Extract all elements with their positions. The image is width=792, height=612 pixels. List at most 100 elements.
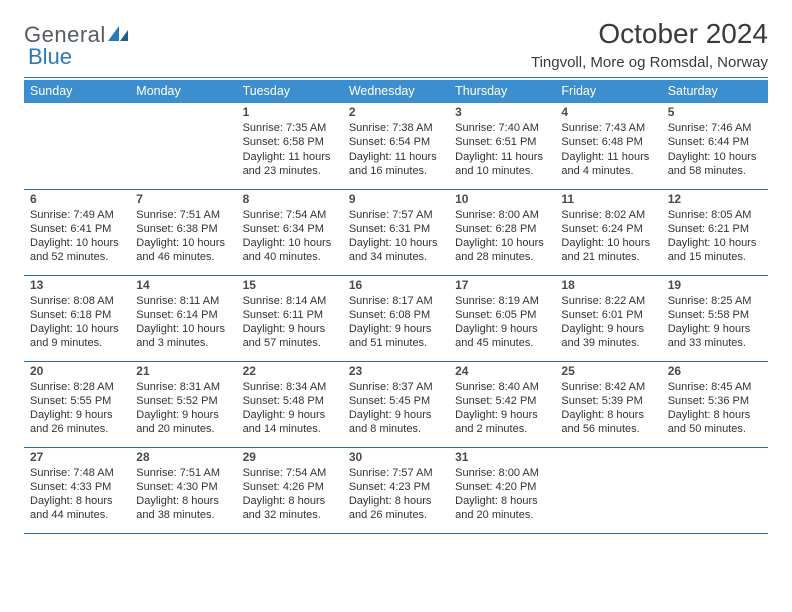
calendar-week: 13Sunrise: 8:08 AMSunset: 6:18 PMDayligh…	[24, 275, 768, 361]
calendar-cell	[24, 103, 130, 189]
day1-text: Daylight: 8 hours	[561, 408, 655, 422]
sunset-text: Sunset: 5:39 PM	[561, 394, 655, 408]
day2-text: and 4 minutes.	[561, 164, 655, 178]
day1-text: Daylight: 8 hours	[668, 408, 762, 422]
day-number: 10	[455, 192, 549, 207]
calendar-cell	[130, 103, 236, 189]
day2-text: and 34 minutes.	[349, 250, 443, 264]
calendar-cell: 9Sunrise: 7:57 AMSunset: 6:31 PMDaylight…	[343, 189, 449, 275]
day1-text: Daylight: 9 hours	[30, 408, 124, 422]
day1-text: Daylight: 11 hours	[243, 150, 337, 164]
sunrise-text: Sunrise: 8:25 AM	[668, 294, 762, 308]
calendar-head: SundayMondayTuesdayWednesdayThursdayFrid…	[24, 80, 768, 103]
calendar-cell: 20Sunrise: 8:28 AMSunset: 5:55 PMDayligh…	[24, 361, 130, 447]
calendar-cell	[662, 447, 768, 533]
day2-text: and 38 minutes.	[136, 508, 230, 522]
sunset-text: Sunset: 6:34 PM	[243, 222, 337, 236]
calendar-cell: 8Sunrise: 7:54 AMSunset: 6:34 PMDaylight…	[237, 189, 343, 275]
day1-text: Daylight: 10 hours	[136, 236, 230, 250]
sunset-text: Sunset: 6:51 PM	[455, 135, 549, 149]
sunrise-text: Sunrise: 7:49 AM	[30, 208, 124, 222]
day1-text: Daylight: 9 hours	[349, 408, 443, 422]
sunset-text: Sunset: 5:58 PM	[668, 308, 762, 322]
sunrise-text: Sunrise: 8:40 AM	[455, 380, 549, 394]
day-number: 8	[243, 192, 337, 207]
day2-text: and 10 minutes.	[455, 164, 549, 178]
sunrise-text: Sunrise: 8:00 AM	[455, 208, 549, 222]
day1-text: Daylight: 10 hours	[349, 236, 443, 250]
day1-text: Daylight: 9 hours	[668, 322, 762, 336]
calendar-cell: 14Sunrise: 8:11 AMSunset: 6:14 PMDayligh…	[130, 275, 236, 361]
sunrise-text: Sunrise: 8:14 AM	[243, 294, 337, 308]
day1-text: Daylight: 10 hours	[455, 236, 549, 250]
day1-text: Daylight: 8 hours	[30, 494, 124, 508]
day-number: 28	[136, 450, 230, 465]
calendar-cell: 28Sunrise: 7:51 AMSunset: 4:30 PMDayligh…	[130, 447, 236, 533]
sunset-text: Sunset: 4:23 PM	[349, 480, 443, 494]
weekday-header: Monday	[130, 80, 236, 103]
sunset-text: Sunset: 5:42 PM	[455, 394, 549, 408]
day2-text: and 51 minutes.	[349, 336, 443, 350]
day-number: 9	[349, 192, 443, 207]
sunrise-text: Sunrise: 7:35 AM	[243, 121, 337, 135]
sunrise-text: Sunrise: 7:57 AM	[349, 208, 443, 222]
sunset-text: Sunset: 5:45 PM	[349, 394, 443, 408]
sunrise-text: Sunrise: 7:57 AM	[349, 466, 443, 480]
sunrise-text: Sunrise: 7:38 AM	[349, 121, 443, 135]
sunset-text: Sunset: 6:01 PM	[561, 308, 655, 322]
sunset-text: Sunset: 6:21 PM	[668, 222, 762, 236]
day-number: 25	[561, 364, 655, 379]
weekday-header: Saturday	[662, 80, 768, 103]
sunset-text: Sunset: 6:08 PM	[349, 308, 443, 322]
calendar-cell: 23Sunrise: 8:37 AMSunset: 5:45 PMDayligh…	[343, 361, 449, 447]
location-subtitle: Tingvoll, More og Romsdal, Norway	[531, 54, 768, 71]
day-number: 24	[455, 364, 549, 379]
weekday-header: Friday	[555, 80, 661, 103]
day-number: 14	[136, 278, 230, 293]
calendar-table: SundayMondayTuesdayWednesdayThursdayFrid…	[24, 80, 768, 534]
sunrise-text: Sunrise: 8:08 AM	[30, 294, 124, 308]
day-number: 22	[243, 364, 337, 379]
day2-text: and 40 minutes.	[243, 250, 337, 264]
calendar-cell: 7Sunrise: 7:51 AMSunset: 6:38 PMDaylight…	[130, 189, 236, 275]
day1-text: Daylight: 10 hours	[243, 236, 337, 250]
day1-text: Daylight: 9 hours	[455, 408, 549, 422]
day1-text: Daylight: 8 hours	[455, 494, 549, 508]
sunset-text: Sunset: 6:58 PM	[243, 135, 337, 149]
day2-text: and 23 minutes.	[243, 164, 337, 178]
day2-text: and 45 minutes.	[455, 336, 549, 350]
day2-text: and 28 minutes.	[455, 250, 549, 264]
day2-text: and 46 minutes.	[136, 250, 230, 264]
day1-text: Daylight: 10 hours	[668, 150, 762, 164]
day2-text: and 15 minutes.	[668, 250, 762, 264]
day2-text: and 9 minutes.	[30, 336, 124, 350]
sunrise-text: Sunrise: 8:11 AM	[136, 294, 230, 308]
calendar-cell: 17Sunrise: 8:19 AMSunset: 6:05 PMDayligh…	[449, 275, 555, 361]
sunrise-text: Sunrise: 7:40 AM	[455, 121, 549, 135]
sunset-text: Sunset: 6:18 PM	[30, 308, 124, 322]
day2-text: and 44 minutes.	[30, 508, 124, 522]
header: General Blue October 2024 Tingvoll, More…	[24, 18, 768, 71]
day-number: 20	[30, 364, 124, 379]
sunrise-text: Sunrise: 7:48 AM	[30, 466, 124, 480]
sunrise-text: Sunrise: 8:37 AM	[349, 380, 443, 394]
sunset-text: Sunset: 6:11 PM	[243, 308, 337, 322]
day-number: 2	[349, 105, 443, 120]
calendar-week: 27Sunrise: 7:48 AMSunset: 4:33 PMDayligh…	[24, 447, 768, 533]
sunset-text: Sunset: 6:38 PM	[136, 222, 230, 236]
day-number: 3	[455, 105, 549, 120]
calendar-cell: 13Sunrise: 8:08 AMSunset: 6:18 PMDayligh…	[24, 275, 130, 361]
day-number: 5	[668, 105, 762, 120]
sunset-text: Sunset: 4:30 PM	[136, 480, 230, 494]
day1-text: Daylight: 10 hours	[30, 322, 124, 336]
day1-text: Daylight: 11 hours	[455, 150, 549, 164]
sunrise-text: Sunrise: 8:28 AM	[30, 380, 124, 394]
day-number: 21	[136, 364, 230, 379]
sunset-text: Sunset: 5:36 PM	[668, 394, 762, 408]
sunrise-text: Sunrise: 8:45 AM	[668, 380, 762, 394]
day-number: 7	[136, 192, 230, 207]
sunset-text: Sunset: 6:41 PM	[30, 222, 124, 236]
day1-text: Daylight: 9 hours	[349, 322, 443, 336]
day2-text: and 33 minutes.	[668, 336, 762, 350]
calendar-week: 6Sunrise: 7:49 AMSunset: 6:41 PMDaylight…	[24, 189, 768, 275]
